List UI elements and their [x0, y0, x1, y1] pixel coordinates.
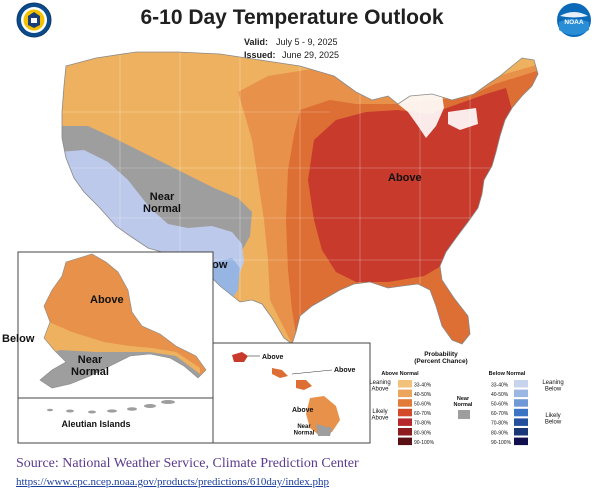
noaa-logo: NOAA — [557, 3, 591, 37]
valid-label: Valid: — [244, 37, 268, 47]
legend-below-range-label: 70-80% — [491, 421, 509, 427]
legend-below-swatch — [514, 428, 528, 436]
conus-near-normal-label: Near Normal — [143, 191, 181, 215]
aleutian-inset-frame — [17, 397, 214, 444]
oahu-leader-line — [291, 369, 333, 375]
big-island-near-normal-shape — [316, 424, 332, 436]
noaa-logo-text: NOAA — [564, 19, 583, 26]
legend-below-swatch — [514, 437, 528, 446]
legend-above-range-label: 70-80% — [414, 421, 432, 427]
maui-above-shape — [296, 380, 312, 390]
legend-below-swatch — [514, 418, 528, 426]
legend-above-range-label: 60-70% — [414, 411, 432, 417]
alaska-outline — [39, 253, 207, 389]
legend-likely-below-label: Likely Below — [545, 413, 562, 426]
legend-above-range-label: 80-90% — [414, 430, 432, 436]
legend-above-swatch — [398, 399, 412, 407]
legend-leaning-above-label: Leaning Above — [369, 380, 390, 393]
legend-below-range-label: 80-90% — [491, 430, 509, 436]
legend-below-range-label: 40-50% — [491, 392, 509, 398]
alaska-below-label: Below — [2, 333, 35, 345]
hawaii-inset: Above Above Above Near Normal — [212, 342, 371, 444]
alaska-near-normal-label: Near Normal — [71, 354, 109, 378]
hawaii-above-label-kauai: Above — [262, 354, 284, 361]
legend-above-swatch — [398, 380, 412, 388]
legend-likely-above-label: Likely Above — [371, 409, 389, 422]
issued-label: Issued: — [244, 50, 276, 60]
legend-below-range-label: 90-100% — [491, 440, 512, 446]
legend-above-swatch — [398, 389, 412, 398]
legend-below-range-label: 60-70% — [491, 411, 509, 417]
legend-above-swatch — [398, 418, 412, 426]
source-credit: Source: National Weather Service, Climat… — [16, 456, 359, 471]
source-link[interactable]: https://www.cpc.ncep.noaa.gov/products/p… — [16, 476, 330, 488]
aleutian-islands-shapes — [47, 400, 175, 414]
legend-below-header: Below Normal — [489, 371, 526, 377]
map-title: 6-10 Day Temperature Outlook — [140, 6, 443, 29]
issued-date: June 29, 2025 — [282, 50, 339, 60]
legend-above-range-label: 40-50% — [414, 392, 432, 398]
legend-below-range-label: 50-60% — [491, 402, 509, 408]
hawaii-above-label-oahu: Above — [334, 367, 356, 374]
legend-below-swatch — [514, 408, 528, 417]
conus-above-label: Above — [388, 172, 422, 184]
legend-title: Probability (Percent Chance) — [414, 351, 467, 365]
legend-swatch-rows: 33-40% 33-40% 40-50% 40-50% 50-60% 50-60% 60-7… — [398, 380, 528, 446]
legend-above-range-label: 50-60% — [414, 402, 432, 408]
legend-below-swatch — [514, 399, 528, 407]
legend-below-swatch — [514, 380, 528, 388]
legend-below-range-label: 33-40% — [491, 382, 509, 388]
aleutian-islands-label: Aleutian Islands — [61, 419, 130, 429]
valid-date: July 5 - 9, 2025 — [276, 37, 338, 47]
legend-near-normal-swatch — [458, 410, 470, 419]
legend-near-normal-label: Near Normal — [454, 396, 473, 408]
legend-above-range-label: 90-100% — [414, 440, 435, 446]
kauai-above-shape — [232, 352, 248, 362]
legend-above-header: Above Normal — [381, 371, 419, 377]
legend-above-swatch — [398, 428, 412, 436]
doc-seal-logo — [16, 2, 52, 38]
legend-below-swatch — [514, 389, 528, 398]
hawaii-near-normal-label: Near Normal — [294, 424, 315, 437]
hawaii-above-label-big-island: Above — [292, 407, 314, 414]
legend-leaning-below-label: Leaning Below — [542, 380, 563, 393]
oahu-above-shape — [272, 368, 288, 378]
lake-erie-ontario-shape — [448, 108, 478, 130]
legend-above-swatch — [398, 437, 412, 446]
alaska-above-label: Above — [90, 294, 124, 306]
probability-legend: Probability (Percent Chance) Above Normal… — [369, 351, 563, 446]
legend-above-range-label: 33-40% — [414, 382, 432, 388]
big-island-above-shape — [306, 396, 340, 436]
alaska-inset: Above Near Normal Below Aleutian Islands — [2, 251, 214, 444]
legend-above-swatch — [398, 408, 412, 417]
